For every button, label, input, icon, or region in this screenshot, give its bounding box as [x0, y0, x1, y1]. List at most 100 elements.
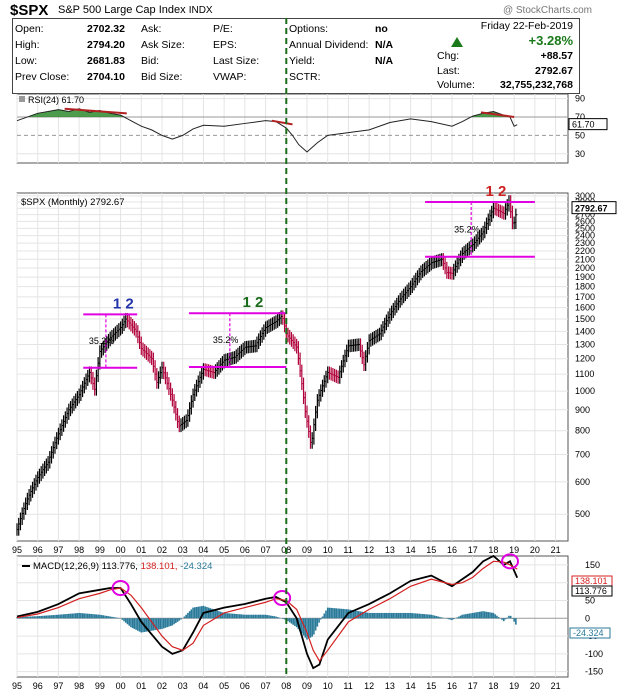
macd-histogram-bar [55, 614, 58, 619]
volume-label: Volume: [437, 79, 475, 91]
macd-histogram-bar [81, 613, 84, 619]
macd-histogram-bar [90, 613, 93, 619]
macd-histogram-bar [271, 615, 274, 619]
macd-histogram-bar [209, 608, 212, 619]
macd-histogram-bar [161, 618, 163, 629]
macd-histogram-bar [73, 613, 75, 619]
volume-value: 32,755,232,768 [500, 79, 573, 91]
macd-histogram-bar [485, 611, 488, 619]
dividend-label: Annual Dividend: [289, 39, 369, 51]
macd-histogram-bar [433, 615, 436, 619]
change-percent: +3.28% [528, 33, 573, 48]
macd-histogram-bar [169, 618, 172, 626]
high-value: 2794.20 [87, 39, 125, 51]
macd-histogram-bar [395, 612, 398, 619]
macd-histogram-bar [162, 618, 165, 629]
wave-marks-label: 1 2 [242, 294, 263, 311]
macd-date-axis-label: 06 [240, 681, 250, 691]
price-tick-label: 2300 [575, 238, 595, 248]
macd-histogram-bar [335, 608, 338, 619]
macd-histogram-bar [439, 616, 441, 619]
macd-histogram-bar [287, 618, 289, 622]
macd-histogram-bar [124, 618, 127, 623]
quote-table: Open: 2702.32 High: 2794.20 Low: 2681.83… [12, 18, 580, 94]
macd-histogram-bar [254, 614, 257, 619]
low-value: 2681.83 [87, 55, 125, 67]
macd-histogram-bar [157, 618, 160, 630]
macd-histogram-bar [342, 608, 345, 619]
macd-histogram-bar [256, 614, 258, 619]
macd-histogram-bar [490, 612, 493, 619]
rsi-tick-label: 90 [575, 94, 585, 104]
macd-histogram-bar [218, 611, 220, 619]
price-date-axis-label: 06 [240, 545, 250, 555]
macd-histogram-bar [489, 612, 491, 619]
macd-date-axis-label: 20 [530, 681, 540, 691]
macd-histogram-bar [373, 612, 376, 619]
macd-histogram-bar [83, 613, 86, 619]
price-tick-label: 600 [575, 477, 590, 487]
rsi-current-box [568, 118, 608, 131]
price-date-axis-label: 20 [530, 545, 540, 555]
macd-histogram-bar [57, 614, 60, 619]
macd-histogram-bar [437, 616, 439, 619]
up-arrow-icon [451, 37, 463, 47]
macd-histogram-bar [86, 613, 89, 619]
macd-histogram-bar [459, 615, 462, 619]
price-tick-label: 2500 [575, 223, 595, 233]
macd-date-axis-label: 14 [406, 681, 416, 691]
macd-date-axis-label: 01 [136, 681, 146, 691]
price-tick-label: 1000 [575, 386, 595, 396]
macd-histogram-bar [483, 611, 486, 619]
macd-histogram-bar [506, 617, 509, 619]
price-tick-label: 800 [575, 426, 590, 436]
macd-histogram-bar [178, 618, 181, 621]
macd-histogram-bar [302, 618, 305, 636]
macd-date-axis-label: 05 [219, 681, 229, 691]
price-date-axis-label: 10 [323, 545, 333, 555]
macd-histogram-bar [180, 618, 182, 620]
macd-histogram-bar [93, 614, 96, 619]
price-tick-label: 2400 [575, 231, 595, 241]
macd-histogram-bar [185, 614, 187, 619]
price-date-axis-label: 11 [343, 545, 352, 555]
macd-tick-label: -100 [585, 649, 603, 659]
macd-date-axis-label: 19 [509, 681, 519, 691]
brand-watermark: @ StockCharts.com [502, 5, 592, 16]
macd-histogram-bar [192, 607, 194, 619]
rsi-frame [16, 93, 569, 164]
macd-histogram-bar [418, 613, 421, 619]
macd-histogram-bar [332, 608, 334, 619]
retrace-percent-label: 35.2% [213, 335, 239, 345]
price-date-axis-label: 95 [12, 545, 22, 555]
macd-histogram-bar [421, 613, 424, 619]
macd-histogram-bar [147, 618, 149, 632]
macd-title: MACD(12,26,9) 113.776, 138.101, -24.324 [33, 561, 212, 572]
macd-histogram-bar [487, 612, 490, 619]
macd-histogram-bar [497, 617, 500, 619]
macd-histogram-bar [311, 618, 313, 637]
macd-histogram-bar [66, 613, 68, 619]
macd-date-axis-label: 21 [551, 681, 561, 691]
macd-histogram-bar [276, 617, 279, 619]
retrace-percent-label: 35.2% [89, 336, 115, 346]
macd-histogram-bar [416, 613, 419, 619]
macd-histogram-bar [465, 614, 467, 619]
macd-histogram-bar [164, 618, 167, 628]
dividend-value: N/A [375, 39, 394, 51]
macd-histogram-bar [173, 618, 175, 625]
macd-histogram-bar [364, 612, 367, 619]
macd-histogram-bar [71, 613, 74, 619]
macd-histogram-bar [126, 618, 129, 625]
price-tick-label: 2200 [575, 246, 595, 256]
price-tick-label: 1600 [575, 303, 595, 313]
macd-histogram-bar [36, 616, 39, 619]
macd-histogram-bar [226, 613, 229, 619]
macd-histogram-bar [423, 614, 426, 619]
macd-histogram-bar [211, 608, 213, 619]
macd-histogram-bar [225, 613, 227, 619]
chg-label: Chg: [437, 50, 460, 62]
macd-histogram-bar [230, 613, 232, 619]
macd-histogram-bar [306, 618, 308, 640]
price-tick-label: 2600 [575, 216, 595, 226]
